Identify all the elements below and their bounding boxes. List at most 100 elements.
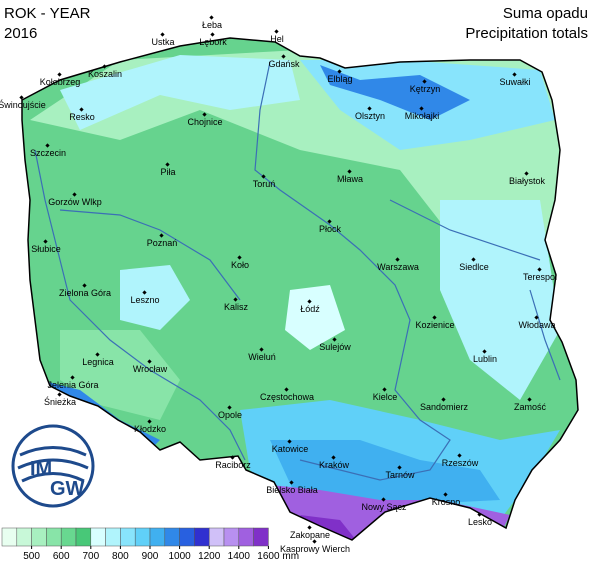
city-dot xyxy=(237,255,242,260)
city-dot xyxy=(57,72,62,77)
legend-tick-label: 1400 xyxy=(228,551,251,562)
city-label: Płock xyxy=(319,224,342,234)
title-right-1: Suma opadu xyxy=(503,5,588,22)
legend-swatch xyxy=(1,527,18,547)
city-dot xyxy=(482,349,487,354)
city-label: Sulejów xyxy=(319,342,351,352)
city-label: Łódź xyxy=(300,304,320,314)
title-right-2: Precipitation totals xyxy=(465,25,588,42)
city-dot xyxy=(210,32,215,37)
legend-swatch xyxy=(75,527,92,547)
city-label: Gorzów Wlkp xyxy=(48,197,102,207)
legend-swatch xyxy=(179,527,195,547)
city-label: Poznań xyxy=(147,238,178,248)
city-dot xyxy=(534,315,539,320)
city-label: Kasprowy Wierch xyxy=(280,544,350,554)
city-dot xyxy=(230,455,235,460)
legend: 500 600 700 800 900 1000 1200 1400 1600 mm xyxy=(1,527,299,562)
city-dot xyxy=(312,539,317,544)
city-label: Warszawa xyxy=(377,262,419,272)
city-dot xyxy=(381,497,386,502)
legend-tick-label: 600 xyxy=(53,551,70,562)
city-label: Opole xyxy=(218,410,242,420)
legend-swatch xyxy=(90,527,106,547)
city-label: Koło xyxy=(231,260,249,270)
city-label: Chojnice xyxy=(187,117,222,127)
city-dot xyxy=(274,29,279,34)
city-label: Śnieżka xyxy=(44,396,76,407)
city-label: Sandomierz xyxy=(420,402,469,412)
city-label: Toruń xyxy=(253,179,276,189)
city-dot xyxy=(331,455,336,460)
city-label: Legnica xyxy=(82,357,114,367)
legend-tick-label: 1000 xyxy=(168,551,191,562)
city-label: Racibórz xyxy=(215,460,251,470)
city-dot xyxy=(72,192,77,197)
city-label: Zakopane xyxy=(290,530,330,540)
legend-swatch xyxy=(120,527,136,547)
city-dot xyxy=(142,290,147,295)
city-dot xyxy=(147,419,152,424)
city-label: Mława xyxy=(337,174,363,184)
city-dot xyxy=(537,267,542,272)
city-label: Tarnów xyxy=(385,470,415,480)
city-label: Terespol xyxy=(523,272,557,282)
legend-swatch xyxy=(31,527,47,547)
city-dot xyxy=(441,397,446,402)
city-dot xyxy=(147,359,152,364)
legend-tick-label: 1600 xyxy=(257,551,280,562)
legend-swatch xyxy=(16,527,32,547)
title-left-1: ROK - YEAR xyxy=(4,5,91,22)
city-dot xyxy=(524,171,529,176)
city-label: Olsztyn xyxy=(355,111,385,121)
city-label: Łeba xyxy=(202,20,222,30)
city-label: Piła xyxy=(160,167,175,177)
city-label: Kraków xyxy=(319,460,350,470)
city-dot xyxy=(202,112,207,117)
city-dot xyxy=(165,162,170,167)
city-label: Lublin xyxy=(473,354,497,364)
city-dot xyxy=(227,405,232,410)
city-label: Suwałki xyxy=(499,77,530,87)
city-label: Kalisz xyxy=(224,302,249,312)
legend-swatch xyxy=(149,527,166,547)
city-dot xyxy=(457,453,462,458)
city-label: Mikołajki xyxy=(405,111,440,121)
legend-swatch xyxy=(208,527,225,547)
city-dot xyxy=(327,219,332,224)
city-label: Bielsko Biała xyxy=(266,485,318,495)
city-dot xyxy=(284,387,289,392)
legend-swatch xyxy=(164,527,180,547)
city-label: Kłodzko xyxy=(134,424,166,434)
city-dot xyxy=(102,64,107,69)
city-label: Krosno xyxy=(432,497,461,507)
city-dot xyxy=(57,392,62,397)
city-dot xyxy=(259,347,264,352)
city-label: Szczecin xyxy=(30,148,66,158)
city-dot xyxy=(79,107,84,112)
legend-swatch xyxy=(46,527,62,547)
legend-tick-label: 900 xyxy=(142,551,159,562)
legend-tick-label: 800 xyxy=(112,551,129,562)
city-label: Częstochowa xyxy=(260,392,314,402)
logo-text-1: IM xyxy=(30,458,52,480)
city-dot xyxy=(261,174,266,179)
city-dot xyxy=(477,512,482,517)
city-dot xyxy=(289,480,294,485)
city-dot xyxy=(395,257,400,262)
city-label: Nowy Sącz xyxy=(361,502,407,512)
city-dot xyxy=(443,492,448,497)
legend-unit: mm xyxy=(282,551,299,562)
city-label: Białystok xyxy=(509,176,546,186)
city-dot xyxy=(471,257,476,262)
city-label: Koszalin xyxy=(88,69,122,79)
legend-swatch xyxy=(60,527,77,547)
legend-swatch xyxy=(194,527,210,547)
city-label: Rzeszów xyxy=(442,458,479,468)
city-label: Wrocław xyxy=(133,364,168,374)
city-label: Siedlce xyxy=(459,262,489,272)
city-label: Hel xyxy=(270,34,284,44)
city-label: Słubice xyxy=(31,244,61,254)
city-dot xyxy=(160,32,165,37)
